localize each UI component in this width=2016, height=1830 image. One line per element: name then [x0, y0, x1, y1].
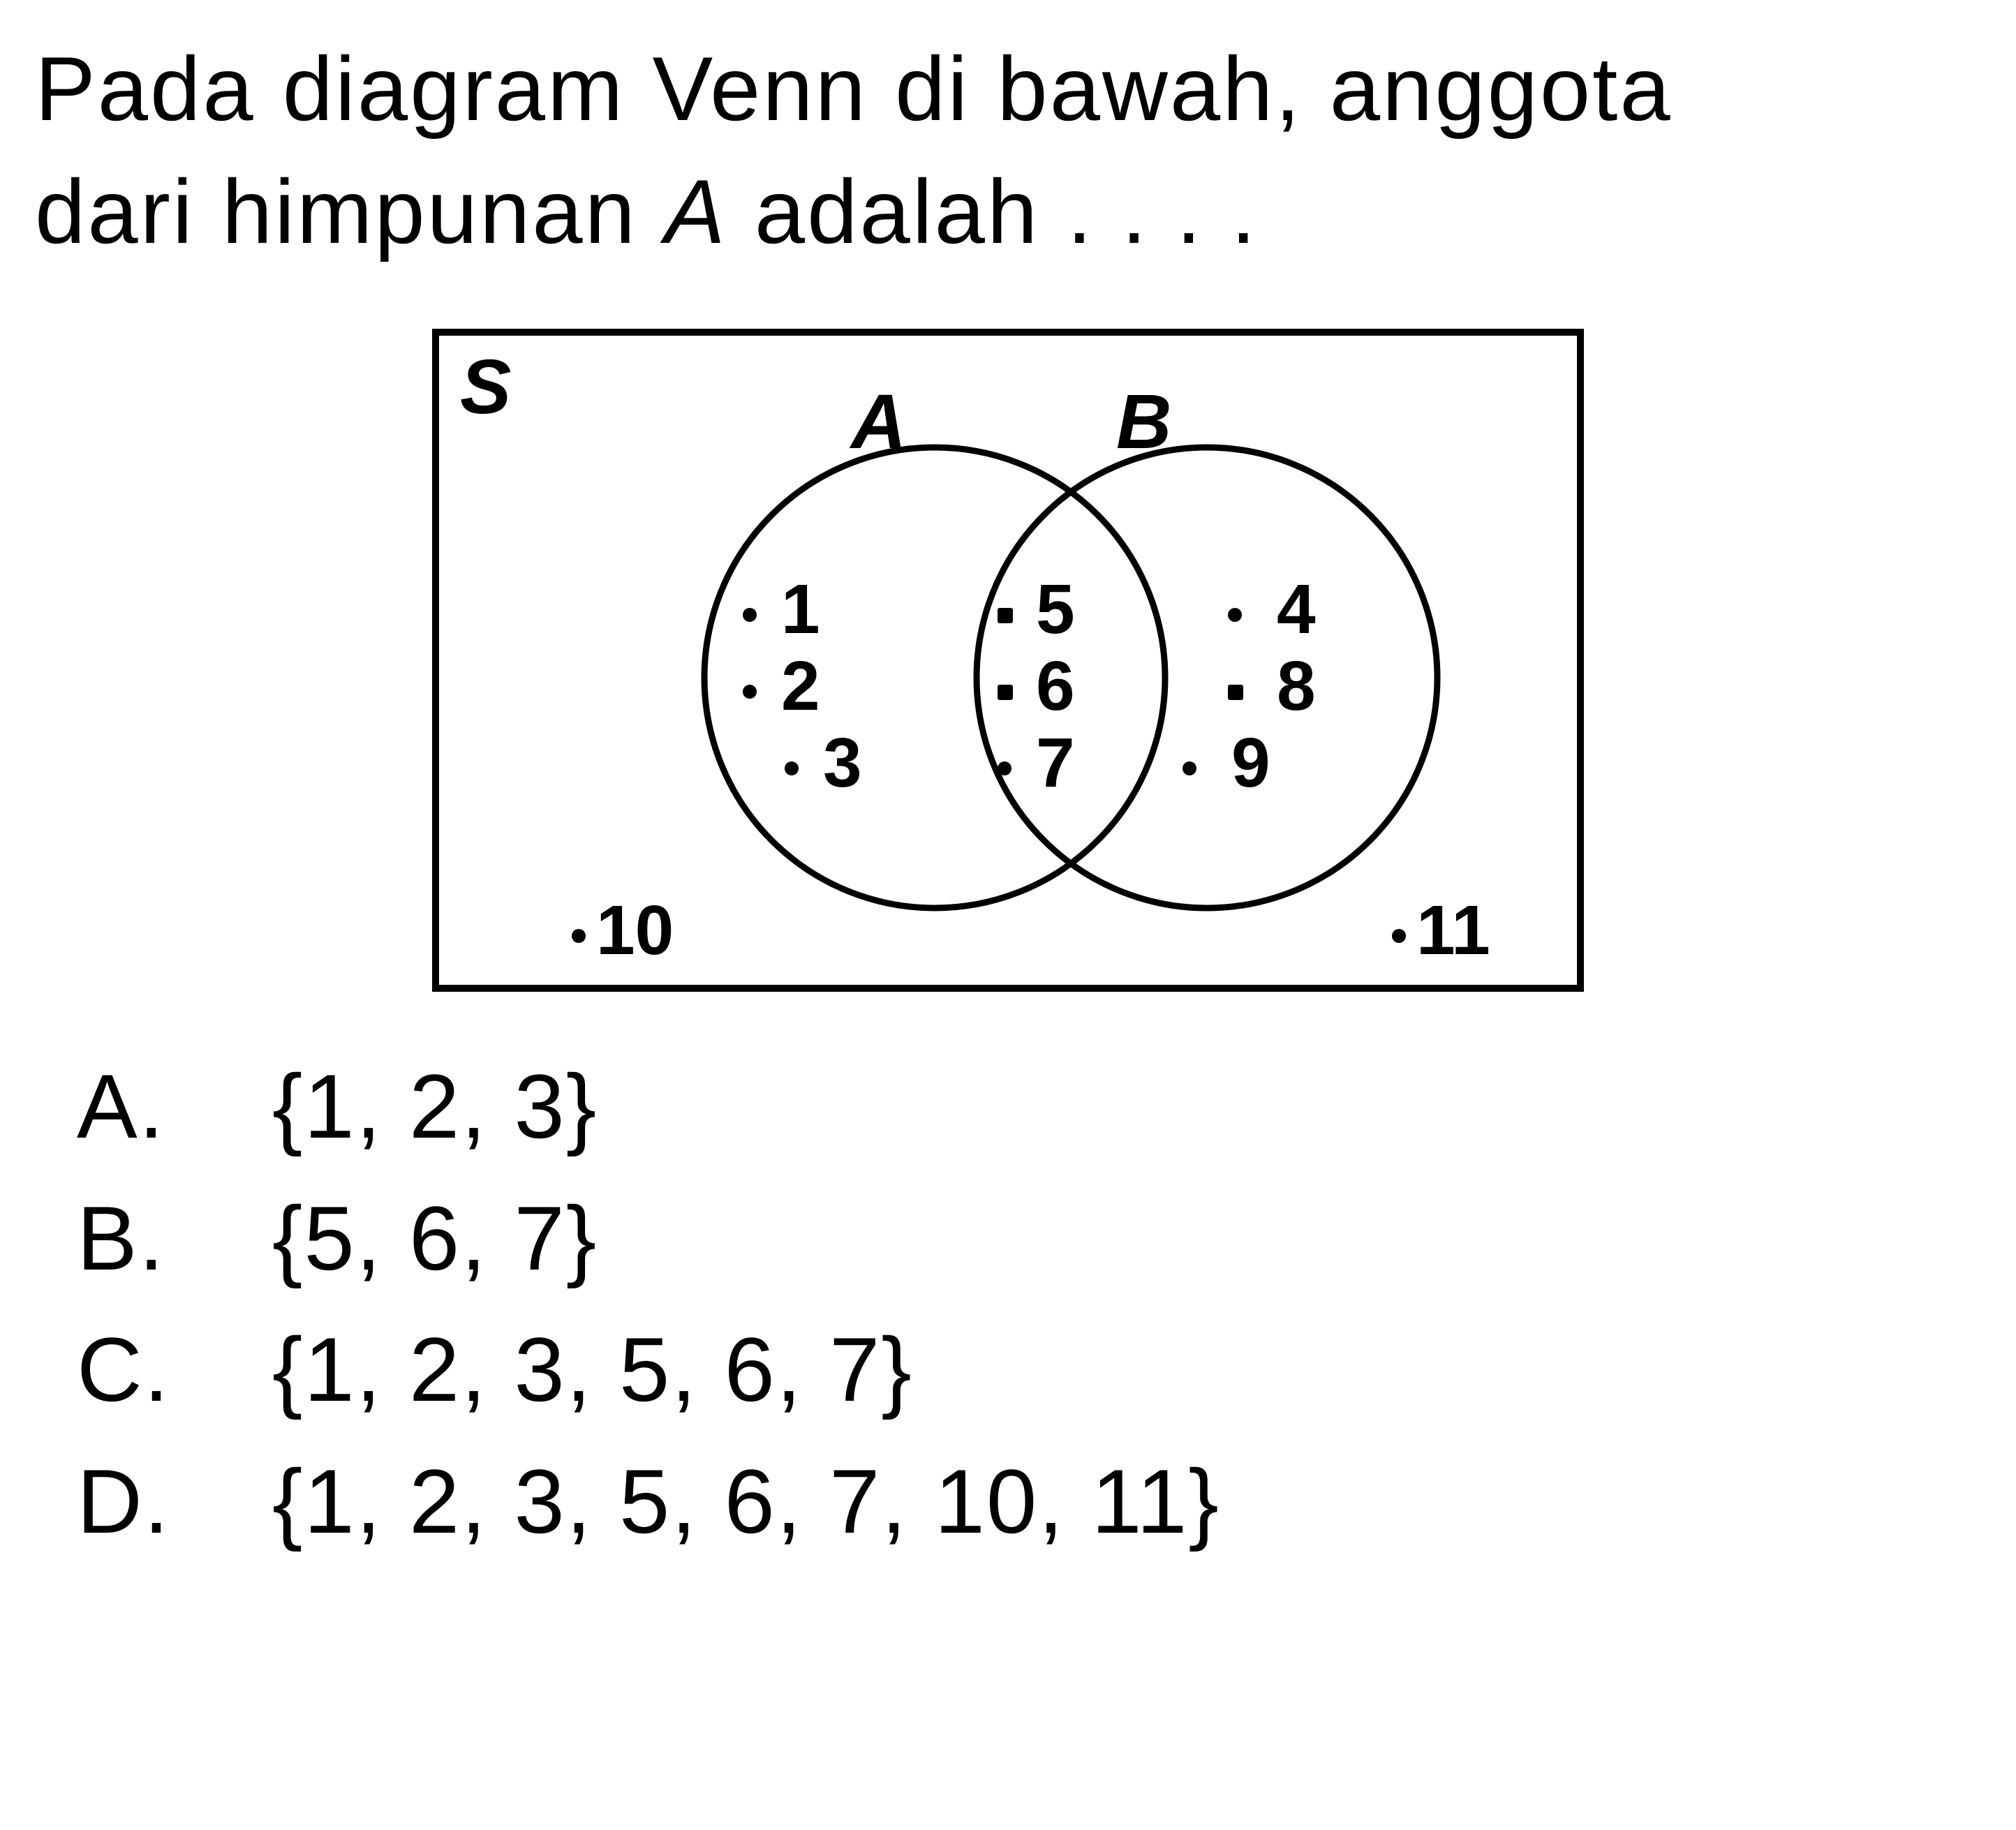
- option-a-letter: A.: [77, 1041, 272, 1173]
- element-int-6: 6: [1036, 646, 1075, 727]
- option-d-letter: D.: [77, 1436, 272, 1568]
- venn-container: S A B 1 2 3 5 6 7 4 8 9 10 11: [35, 329, 1981, 992]
- dot-1-icon: [743, 608, 757, 622]
- dot-2-icon: [743, 685, 757, 699]
- question-line2-part2: adalah . . . .: [727, 161, 1258, 262]
- dot-3-icon: [785, 761, 799, 775]
- element-outside-10: 10: [596, 891, 674, 971]
- dot-9-icon: [1183, 761, 1196, 775]
- element-a-3: 3: [823, 723, 862, 803]
- dot-4-icon: [1228, 608, 1242, 622]
- dot-8-icon: [1228, 685, 1243, 700]
- dot-5-icon: [998, 608, 1013, 623]
- option-d: D. {1, 2, 3, 5, 6, 7, 10, 11}: [77, 1436, 1981, 1568]
- dot-7-icon: [998, 761, 1011, 775]
- option-b-text: {5, 6, 7}: [272, 1173, 598, 1304]
- question-text: Pada diagram Venn di bawah, anggota dari…: [35, 28, 1981, 273]
- element-a-1: 1: [781, 570, 820, 650]
- option-b-letter: B.: [77, 1173, 272, 1304]
- option-b: B. {5, 6, 7}: [77, 1173, 1981, 1304]
- option-a-text: {1, 2, 3}: [272, 1041, 598, 1173]
- venn-box: S A B 1 2 3 5 6 7 4 8 9 10 11: [432, 329, 1584, 992]
- element-outside-11: 11: [1416, 891, 1490, 971]
- answer-options: A. {1, 2, 3} B. {5, 6, 7} C. {1, 2, 3, 5…: [35, 1041, 1981, 1567]
- universal-set-label: S: [460, 343, 511, 431]
- option-c: C. {1, 2, 3, 5, 6, 7}: [77, 1304, 1981, 1436]
- option-a: A. {1, 2, 3}: [77, 1041, 1981, 1173]
- element-b-4: 4: [1277, 570, 1316, 650]
- dot-10-icon: [572, 929, 586, 943]
- element-b-9: 9: [1231, 723, 1270, 803]
- option-c-text: {1, 2, 3, 5, 6, 7}: [272, 1304, 913, 1436]
- dot-6-icon: [998, 685, 1013, 700]
- element-int-5: 5: [1036, 570, 1075, 650]
- option-c-letter: C.: [77, 1304, 272, 1436]
- option-d-text: {1, 2, 3, 5, 6, 7, 10, 11}: [272, 1436, 1220, 1568]
- question-line1: Pada diagram Venn di bawah, anggota: [35, 38, 1673, 140]
- element-a-2: 2: [781, 646, 820, 727]
- element-b-8: 8: [1277, 646, 1316, 727]
- circle-a: [704, 447, 1165, 908]
- question-line2-italic: A: [665, 161, 727, 262]
- dot-11-icon: [1392, 929, 1406, 943]
- question-line2-part1: dari himpunan: [35, 161, 665, 262]
- element-int-7: 7: [1036, 723, 1075, 803]
